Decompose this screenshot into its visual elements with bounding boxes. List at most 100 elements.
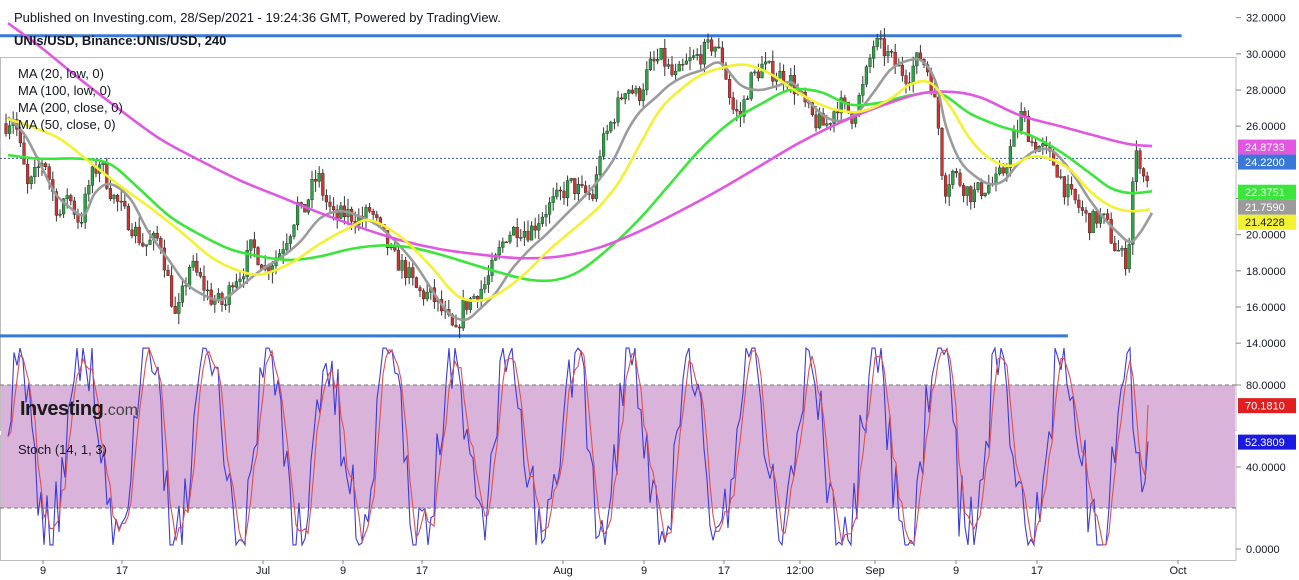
candle-body <box>418 287 422 291</box>
x-axis-tick-label: Sep <box>865 565 885 577</box>
candle-body <box>1084 210 1088 214</box>
candle-body <box>371 211 375 215</box>
candle-body <box>1087 213 1092 234</box>
candle-body <box>605 130 609 134</box>
candle-body <box>828 123 832 125</box>
candle-body <box>368 207 372 212</box>
price-tag-bg <box>1238 184 1296 200</box>
price-tag-bg <box>1238 214 1296 230</box>
candle-body <box>947 184 951 197</box>
candle-body <box>818 113 822 129</box>
candle-body <box>940 128 944 176</box>
candle-body <box>893 52 897 67</box>
candle-body <box>602 133 606 157</box>
candle-body <box>756 71 760 79</box>
candle-body <box>22 142 26 165</box>
candle-body <box>231 285 235 288</box>
candle-body <box>328 201 332 207</box>
candle-body <box>407 267 411 278</box>
candle-body <box>821 113 825 126</box>
candle-body <box>987 185 991 194</box>
candle-body <box>62 198 66 215</box>
candle-body <box>137 226 141 244</box>
candle-body <box>1102 213 1106 215</box>
candle-body <box>472 296 476 299</box>
candle-body <box>501 241 505 248</box>
candle-body <box>1073 188 1077 201</box>
candle-body <box>317 173 321 182</box>
candle-body <box>285 243 289 250</box>
price-tag-bg <box>1238 199 1296 215</box>
candle-body <box>33 167 37 178</box>
y-axis-tick-label: 32.0000 <box>1246 13 1286 25</box>
candle-body <box>497 247 501 256</box>
candle-body <box>126 205 130 231</box>
y-axis-tick-label: 30.0000 <box>1246 49 1286 61</box>
candle-body <box>695 54 699 56</box>
candle-body <box>548 202 552 215</box>
candle-body <box>396 249 400 271</box>
candle-body <box>468 298 472 310</box>
candle-body <box>962 185 966 196</box>
candle-body <box>944 175 948 197</box>
candle-body <box>44 163 48 167</box>
candle-body <box>789 75 793 87</box>
stoch-value-tag-label: 52.3809 <box>1245 437 1285 449</box>
candle-body <box>911 65 915 83</box>
candle-body <box>983 192 987 196</box>
candle-body <box>350 208 354 222</box>
y-axis-tick-label: 26.0000 <box>1246 121 1286 133</box>
stoch-legend[interactable]: Stoch (14, 1, 3) <box>18 442 107 457</box>
candle-body <box>976 182 980 190</box>
x-axis-tick-label: Jul <box>256 565 270 577</box>
candle-body <box>187 267 192 286</box>
candle-body <box>1019 111 1023 131</box>
candle-body <box>558 189 562 192</box>
candle-body <box>202 276 206 291</box>
candle-body <box>1059 176 1063 178</box>
candle-body <box>616 97 620 123</box>
candle-body <box>515 227 519 239</box>
candle-body <box>839 97 843 114</box>
candle-body <box>324 195 328 203</box>
candle-body <box>576 183 580 194</box>
candle-body <box>198 272 202 277</box>
candle-body <box>540 216 544 224</box>
candle-body <box>954 171 958 174</box>
candle-body <box>681 63 685 66</box>
x-axis-tick-label: Aug <box>553 565 573 577</box>
candle-body <box>115 195 120 202</box>
x-axis-tick-label: 12:00 <box>786 565 814 577</box>
candle-body <box>836 111 840 114</box>
candle-body <box>674 70 678 76</box>
price-tag-label: 21.4228 <box>1245 217 1285 229</box>
published-notice: Published on Investing.com, 28/Sep/2021 … <box>14 10 501 25</box>
candle-body <box>72 200 76 215</box>
legend-ma-200-close[interactable]: MA (200, close, 0) <box>18 100 123 115</box>
candle-body <box>1026 116 1030 142</box>
ma-200-close-line <box>7 22 1153 260</box>
legend-ma-20-low[interactable]: MA (20, low, 0) <box>18 66 104 81</box>
candle-body <box>144 244 148 247</box>
candle-body <box>706 39 710 43</box>
legend-ma-100-low[interactable]: MA (100, low, 0) <box>18 83 112 98</box>
candle-body <box>879 38 883 40</box>
candle-body <box>814 114 818 129</box>
x-axis-tick-label: Oct <box>1169 565 1186 577</box>
y-axis-tick-label: 14.0000 <box>1246 338 1286 350</box>
candle-body <box>670 64 674 76</box>
candle-body <box>1127 244 1131 270</box>
legend-ma-50-close[interactable]: MA (50, close, 0) <box>18 117 116 132</box>
candle-body <box>659 48 663 60</box>
candle-body <box>886 50 890 57</box>
candle-body <box>249 239 253 251</box>
candle-body <box>314 179 318 182</box>
candle-body <box>699 54 703 65</box>
candle-body <box>1095 211 1099 224</box>
candle-body <box>580 183 584 187</box>
candle-body <box>195 260 199 273</box>
candle-body <box>1041 143 1045 147</box>
candle-body <box>296 202 300 226</box>
candle-body <box>656 59 660 62</box>
candle-body <box>825 123 829 126</box>
